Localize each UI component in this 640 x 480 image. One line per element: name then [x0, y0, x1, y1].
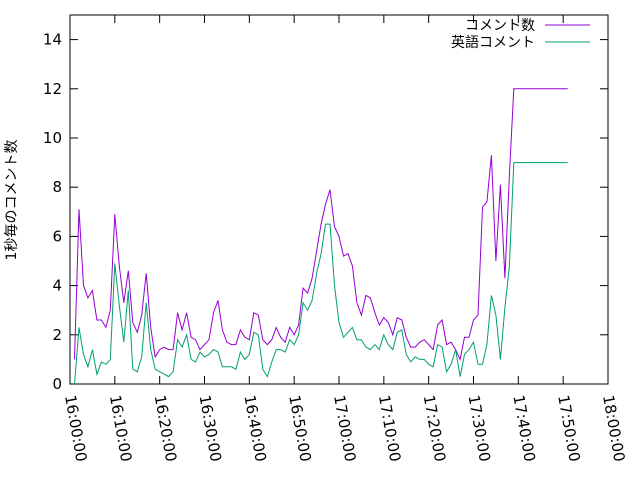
- y-axis-label: 1秒毎のコメント数: [4, 140, 20, 261]
- series-line-0: [74, 88, 568, 362]
- y-tick-label: 4: [52, 277, 62, 295]
- y-tick-label: 12: [43, 80, 62, 98]
- y-tick-label: 8: [52, 178, 62, 196]
- x-tick-label: 17:10:00: [375, 394, 404, 463]
- y-tick-label: 10: [43, 129, 62, 147]
- x-tick-label: 16:00:00: [61, 394, 90, 463]
- x-tick-label: 17:00:00: [330, 394, 359, 463]
- legend-label: コメント数: [465, 18, 535, 34]
- y-tick-label: 6: [52, 227, 62, 245]
- x-tick-label: 16:50:00: [285, 394, 314, 463]
- x-tick-label: 16:20:00: [151, 394, 180, 463]
- x-tick-label: 16:40:00: [240, 394, 269, 463]
- x-tick-label: 17:30:00: [465, 394, 494, 463]
- legend-label: 英語コメント: [451, 34, 535, 51]
- y-axis: 0 2 4 6 8 10 12 14: [43, 31, 608, 393]
- x-tick-label: 18:00:00: [599, 394, 628, 463]
- x-tick-label: 17:50:00: [554, 394, 583, 463]
- x-tick-label: 16:30:00: [196, 394, 225, 463]
- x-tick-label: 17:40:00: [509, 394, 538, 463]
- y-tick-label: 2: [52, 326, 62, 344]
- x-tick-label: 16:10:00: [106, 394, 135, 463]
- series-line-1: [74, 162, 568, 385]
- y-tick-label: 14: [43, 31, 62, 49]
- x-tick-label: 17:20:00: [420, 394, 449, 463]
- y-tick-label: 0: [52, 375, 62, 393]
- series-lines: [74, 88, 568, 385]
- x-axis: 16:00:00 16:10:00 16:20:00 16:30:00 16:40:00…: [61, 15, 628, 463]
